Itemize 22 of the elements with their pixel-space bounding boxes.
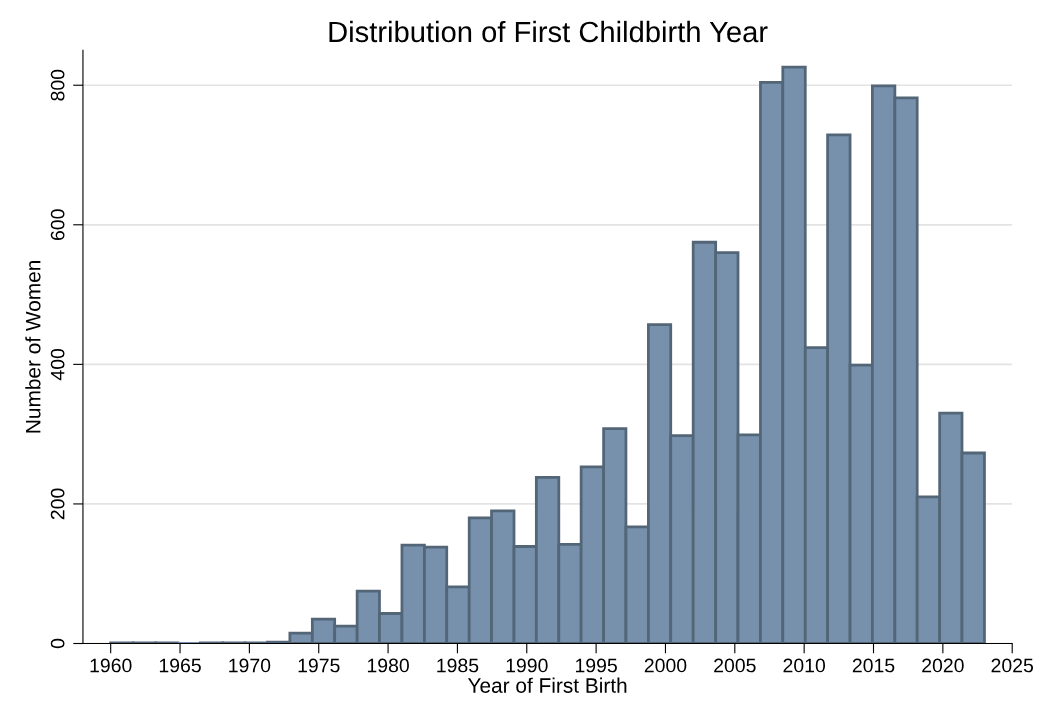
x-tick-label: 2000: [644, 658, 687, 673]
chart-title: Distribution of First Childbirth Year: [329, 20, 768, 43]
x-tick-label: 2005: [714, 658, 756, 673]
y-tick-label: 200: [50, 488, 65, 520]
y-tick-label: 800: [50, 69, 65, 101]
x-tick-label: 1990: [506, 658, 548, 673]
x-axis-title: Year of First Birth: [467, 677, 627, 693]
y-tick-label: 0: [50, 638, 65, 649]
x-tick-label: 1995: [575, 658, 617, 673]
x-tick-label: 1980: [367, 658, 409, 673]
x-tick-label: 1970: [229, 658, 271, 673]
x-tick-label: 1985: [437, 658, 479, 673]
x-tick-label: 2015: [852, 658, 895, 673]
x-tick-label: 1960: [90, 658, 132, 673]
x-tick-label: 1975: [298, 658, 340, 673]
x-tick-label: 2025: [991, 658, 1034, 673]
y-axis-title: Number of Women: [25, 261, 41, 433]
x-tick-label: 2020: [922, 658, 964, 673]
y-tick-label: 600: [50, 209, 65, 241]
x-tick-label: 2010: [783, 658, 826, 673]
y-tick-label: 400: [50, 348, 65, 381]
x-tick-label: 1965: [159, 658, 201, 673]
